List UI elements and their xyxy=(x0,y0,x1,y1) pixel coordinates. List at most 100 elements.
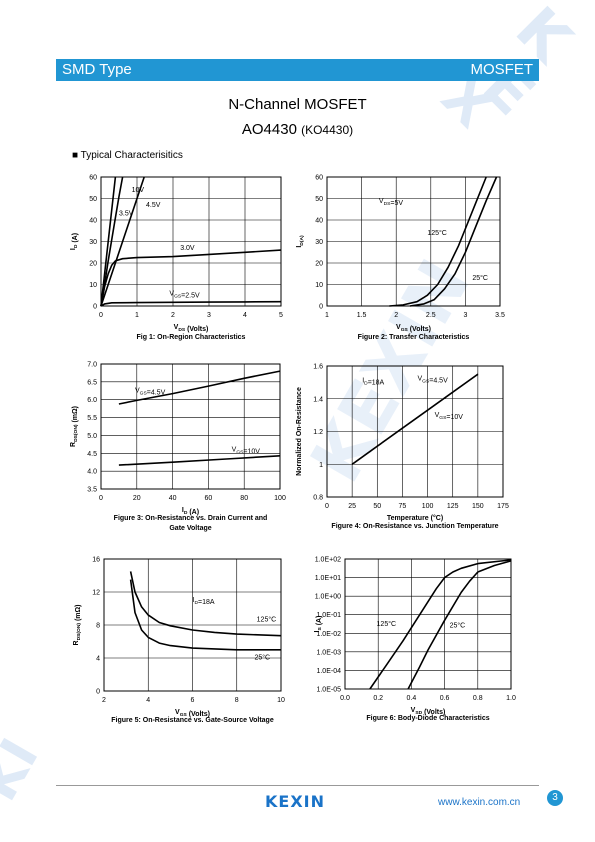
fig1-y-tick-label: 40 xyxy=(89,218,97,225)
fig6-x-tick-label: 0.8 xyxy=(473,695,483,702)
fig4-series-line xyxy=(351,373,479,465)
fig4-annotation: ID=18A xyxy=(362,377,384,386)
fig2-annotation: VDS=5V xyxy=(379,198,403,207)
fig2-annotation: 25°C xyxy=(472,274,488,282)
fig6-y-axis-label: IS (A) xyxy=(314,616,323,633)
fig4-x-tick-label: 25 xyxy=(348,503,356,510)
fig6-x-axis-label: VSD (Volts) xyxy=(411,707,446,716)
fig4-y-axis-label: Normalized On-Resistance xyxy=(296,387,303,476)
fig4-annotation: VGS=10V xyxy=(435,412,464,421)
fig1-series-line xyxy=(100,176,117,307)
fig1-series-line xyxy=(100,176,145,307)
section-heading-text: Typical Characterisitics xyxy=(80,150,183,161)
fig5-x-axis-label: VGS (Volts) xyxy=(175,709,210,718)
fig4-x-tick-label: 125 xyxy=(447,503,459,510)
fig1-y-axis-label: ID (A) xyxy=(70,233,79,250)
fig6-annotation: 125°C xyxy=(377,620,397,628)
fig1-caption: Fig 1: On-Region Characteristics xyxy=(137,334,246,341)
fig3-y-tick-label: 3.5 xyxy=(87,487,97,494)
fig6-y-tick-label: 1.0E+01 xyxy=(315,575,341,582)
fig5-annotation: 25°C xyxy=(254,654,270,662)
banner-left-text: SMD Type xyxy=(62,61,132,78)
fig4-annotation: VGS=4.5V xyxy=(418,376,449,385)
fig2-series-line xyxy=(389,176,487,307)
square-bullet-icon: ■ xyxy=(72,150,79,161)
fig4-x-tick-label: 175 xyxy=(497,503,509,510)
fig3-y-axis-label: RDS(ON) (mΩ) xyxy=(70,406,79,447)
fig5-y-tick-label: 12 xyxy=(92,590,100,597)
fig4-y-tick-label: 1.6 xyxy=(313,364,323,371)
alt-part-number: (KO4430) xyxy=(301,123,354,137)
fig1-x-tick-label: 1 xyxy=(135,312,139,319)
fig1-y-tick-label: 20 xyxy=(89,261,97,268)
fig3-y-tick-label: 4.5 xyxy=(87,451,97,458)
fig1-y-tick-label: 0 xyxy=(93,304,97,311)
fig3-annotation: VGS=10V xyxy=(232,447,261,456)
fig3-x-tick-label: 20 xyxy=(133,495,141,502)
fig2-y-axis-label: ID(A) xyxy=(296,235,305,248)
fig3-x-tick-label: 100 xyxy=(274,495,286,502)
fig2-x-tick-label: 3.5 xyxy=(495,312,505,319)
part-number-title: AO4430 (KO4430) xyxy=(0,121,595,138)
fig3-y-tick-label: 4.0 xyxy=(87,469,97,476)
fig3-y-tick-label: 6.5 xyxy=(87,379,97,386)
fig4-x-tick-label: 50 xyxy=(373,503,381,510)
fig1-x-tick-label: 5 xyxy=(279,312,283,319)
fig6-caption: Figure 6: Body-Diode Characteristics xyxy=(366,715,489,722)
fig4-x-tick-label: 0 xyxy=(325,503,329,510)
part-number: AO4430 xyxy=(241,121,297,138)
fig5-annotation: 125°C xyxy=(257,616,277,624)
fig1-x-tick-label: 2 xyxy=(171,312,175,319)
fig2-y-tick-label: 0 xyxy=(319,304,323,311)
fig5-series-line xyxy=(129,579,281,651)
footer-divider xyxy=(56,785,539,786)
fig6-x-tick-label: 0.2 xyxy=(373,695,383,702)
fig5-y-tick-label: 8 xyxy=(96,623,100,630)
fig1-annotation: 3.0V xyxy=(180,245,195,252)
fig6-x-tick-label: 0.6 xyxy=(440,695,450,702)
fig5-series-line xyxy=(129,571,282,637)
fig1-x-tick-label: 0 xyxy=(99,312,103,319)
fig2-annotation: 125°C xyxy=(427,229,447,237)
fig1-x-tick-label: 3 xyxy=(207,312,211,319)
banner-right-text: MOSFET xyxy=(470,61,534,78)
fig1-x-axis-label: VDS (Volts) xyxy=(174,324,209,333)
fig5-x-tick-label: 2 xyxy=(102,697,106,704)
fig2-y-tick-label: 10 xyxy=(315,282,323,289)
fig4-caption: Figure 4: On-Resistance vs. Junction Tem… xyxy=(331,523,498,530)
fig6-annotation: 25°C xyxy=(450,622,466,630)
footer-url[interactable]: www.kexin.com.cn xyxy=(438,797,521,808)
fig5-plot-frame xyxy=(103,558,282,692)
fig1-y-tick-label: 30 xyxy=(89,239,97,246)
fig6-y-tick-label: 1.0E-01 xyxy=(316,612,341,619)
fig5-annotation: ID=18A xyxy=(193,597,215,606)
fig2-x-tick-label: 2.5 xyxy=(426,312,436,319)
fig2-series-line xyxy=(409,176,498,307)
fig5-y-tick-label: 16 xyxy=(92,557,100,564)
fig1-annotation: 4.5V xyxy=(146,202,161,209)
fig4-y-tick-label: 1.2 xyxy=(313,429,323,436)
fig6-plot-frame xyxy=(344,558,512,690)
fig4-y-tick-label: 0.8 xyxy=(313,495,323,502)
fig3-y-tick-label: 7.0 xyxy=(87,362,97,369)
fig6-y-tick-label: 1.0E+02 xyxy=(315,557,341,564)
header-banner: SMD Type MOSFET xyxy=(56,59,539,81)
fig5-x-tick-label: 8 xyxy=(235,697,239,704)
fig4-x-axis-label: Temperature (°C) xyxy=(387,514,443,522)
fig1-plot-frame xyxy=(100,176,282,307)
fig3-series-line xyxy=(118,370,281,405)
fig2-x-axis-label: VGS (Volts) xyxy=(396,324,431,333)
fig6-y-tick-label: 1.0E-05 xyxy=(316,687,341,694)
fig3-x-axis-label: ID (A) xyxy=(182,507,199,516)
fig1-series-line xyxy=(100,300,282,307)
fig5-y-tick-label: 4 xyxy=(96,656,100,663)
fig2-x-tick-label: 2 xyxy=(394,312,398,319)
fig6-y-tick-label: 1.0E+00 xyxy=(315,594,341,601)
fig4-x-tick-label: 100 xyxy=(422,503,434,510)
fig1-y-tick-label: 50 xyxy=(89,196,97,203)
fig2-x-tick-label: 1 xyxy=(325,312,329,319)
fig3-x-tick-label: 60 xyxy=(205,495,213,502)
